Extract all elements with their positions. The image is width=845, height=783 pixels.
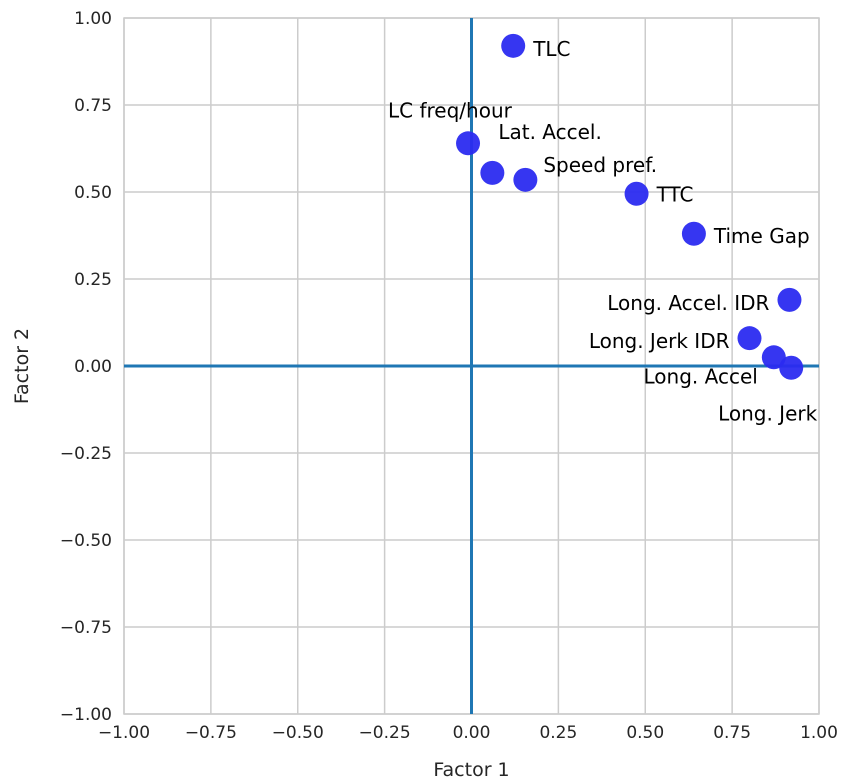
x-tick-label: −0.25 bbox=[359, 723, 411, 743]
y-axis-title: Factor 2 bbox=[11, 328, 33, 404]
y-tick-label: 1.00 bbox=[74, 9, 112, 29]
point-label: Long. Jerk IDR bbox=[589, 329, 730, 353]
data-point bbox=[761, 345, 786, 370]
x-tick-label: −0.75 bbox=[185, 723, 237, 743]
point-label: Long. Jerk bbox=[718, 402, 818, 426]
point-label: Speed pref. bbox=[543, 153, 657, 177]
x-tick-label: −1.00 bbox=[98, 723, 150, 743]
data-point bbox=[513, 167, 538, 192]
y-tick-label: −0.25 bbox=[60, 444, 112, 464]
y-tick-label: −1.00 bbox=[60, 705, 112, 725]
x-tick-label: 0.50 bbox=[626, 723, 664, 743]
y-tick-label: 0.25 bbox=[74, 270, 112, 290]
y-tick-label: 0.00 bbox=[74, 357, 112, 377]
data-point bbox=[779, 355, 804, 380]
data-point bbox=[737, 326, 762, 351]
data-point bbox=[480, 160, 505, 185]
data-point bbox=[456, 131, 481, 156]
point-label: Lat. Accel. bbox=[498, 120, 601, 144]
x-tick-label: 0.75 bbox=[713, 723, 751, 743]
x-tick-label: 1.00 bbox=[800, 723, 838, 743]
y-tick-label: 0.50 bbox=[74, 183, 112, 203]
point-label: TLC bbox=[532, 37, 570, 61]
x-axis-title: Factor 1 bbox=[433, 759, 509, 781]
data-point bbox=[624, 181, 649, 206]
x-tick-label: 0.25 bbox=[539, 723, 577, 743]
data-points bbox=[456, 33, 804, 380]
point-label: Long. Accel bbox=[644, 364, 758, 388]
x-tick-label: 0.00 bbox=[453, 723, 491, 743]
y-tick-label: 0.75 bbox=[74, 96, 112, 116]
point-label: Time Gap bbox=[713, 224, 810, 248]
y-tick-label: −0.75 bbox=[60, 618, 112, 638]
data-point bbox=[777, 287, 802, 312]
point-label: TTC bbox=[656, 183, 694, 207]
x-tick-label: −0.50 bbox=[272, 723, 324, 743]
data-point bbox=[501, 33, 526, 58]
point-label: Long. Accel. IDR bbox=[607, 291, 769, 315]
data-point bbox=[681, 221, 706, 246]
point-label: LC freq/hour bbox=[388, 98, 513, 122]
tick-labels: −1.00 −0.75 −0.50 −0.25 0.00 0.25 0.50 0.75 1.00… bbox=[60, 9, 838, 743]
y-tick-label: −0.50 bbox=[60, 531, 112, 551]
